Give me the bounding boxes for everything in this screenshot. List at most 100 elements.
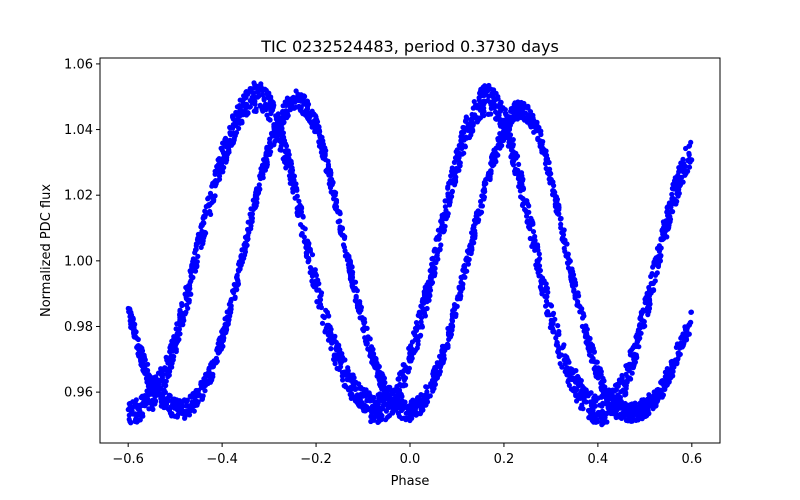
data-point: [181, 317, 187, 324]
data-point: [530, 229, 537, 235]
data-point: [140, 394, 146, 400]
data-point: [313, 272, 319, 278]
data-point: [216, 167, 222, 174]
data-point: [621, 410, 627, 416]
data-point: [126, 412, 132, 418]
data-point: [260, 175, 266, 181]
data-point: [628, 418, 634, 424]
data-point: [224, 321, 230, 327]
data-point: [516, 161, 522, 167]
data-point: [397, 371, 403, 377]
data-point: [163, 382, 169, 389]
data-point: [510, 154, 517, 160]
data-point: [646, 289, 652, 296]
data-point: [587, 335, 593, 342]
data-point: [220, 332, 226, 339]
data-point: [617, 402, 623, 408]
data-point: [313, 129, 319, 135]
data-point: [376, 377, 382, 383]
data-point: [363, 387, 369, 393]
data-point: [322, 157, 329, 163]
data-point: [380, 402, 387, 408]
data-point: [172, 396, 178, 402]
data-point: [574, 387, 580, 393]
data-point: [320, 313, 326, 319]
data-point: [333, 200, 339, 206]
data-point: [541, 147, 547, 153]
data-point: [432, 259, 438, 265]
data-point: [681, 161, 687, 167]
data-point: [534, 121, 540, 128]
data-point: [649, 271, 655, 277]
data-point: [619, 372, 625, 379]
data-point: [357, 299, 363, 305]
data-point: [131, 331, 137, 337]
data-point: [469, 111, 475, 118]
data-point: [361, 318, 367, 324]
y-tick-label: 1.06: [64, 57, 93, 72]
data-point: [165, 360, 171, 366]
data-point: [478, 210, 484, 216]
data-point: [630, 364, 637, 370]
data-point: [677, 345, 683, 351]
data-point: [176, 401, 182, 407]
data-point: [267, 136, 273, 142]
data-point: [541, 279, 547, 286]
data-point: [271, 142, 277, 148]
data-point: [247, 104, 253, 110]
data-point: [581, 324, 587, 330]
data-point: [656, 259, 662, 265]
data-point: [187, 291, 193, 297]
data-point: [430, 368, 436, 374]
data-point: [200, 241, 206, 247]
data-point: [605, 393, 611, 399]
data-point: [158, 399, 164, 405]
data-point: [241, 96, 247, 102]
data-point: [461, 150, 467, 156]
data-point: [424, 389, 430, 395]
data-point: [479, 111, 486, 117]
data-point: [447, 334, 454, 340]
data-point: [667, 214, 673, 220]
data-point: [550, 329, 556, 335]
data-point: [301, 93, 307, 99]
data-point: [199, 222, 205, 228]
data-point: [200, 215, 206, 221]
data-point: [414, 345, 420, 351]
data-point: [677, 178, 683, 184]
data-point: [430, 388, 436, 394]
data-point: [356, 385, 362, 391]
data-point: [293, 88, 299, 94]
data-point: [456, 295, 462, 302]
data-point: [303, 250, 309, 256]
data-point: [143, 401, 149, 408]
data-point: [226, 301, 232, 307]
data-point: [170, 343, 176, 350]
data-point: [469, 116, 475, 123]
data-point: [127, 418, 133, 425]
data-point: [431, 272, 438, 278]
data-point: [641, 404, 648, 410]
data-point: [636, 344, 642, 350]
data-point: [559, 235, 566, 241]
data-point: [498, 138, 504, 145]
data-point: [193, 243, 199, 249]
data-point: [256, 182, 262, 188]
data-point: [620, 380, 626, 386]
data-point: [535, 257, 542, 263]
data-point: [666, 220, 672, 226]
data-point: [252, 192, 258, 198]
data-point: [440, 214, 446, 220]
data-point: [553, 335, 559, 341]
data-point: [664, 366, 670, 372]
data-point: [563, 355, 569, 361]
data-point: [319, 320, 326, 326]
data-point: [135, 336, 141, 343]
data-point: [456, 161, 462, 167]
data-point: [580, 406, 586, 412]
data-point: [449, 193, 455, 200]
data-point: [517, 188, 524, 194]
data-point: [277, 147, 283, 153]
data-point: [232, 294, 238, 300]
data-point: [631, 402, 638, 408]
